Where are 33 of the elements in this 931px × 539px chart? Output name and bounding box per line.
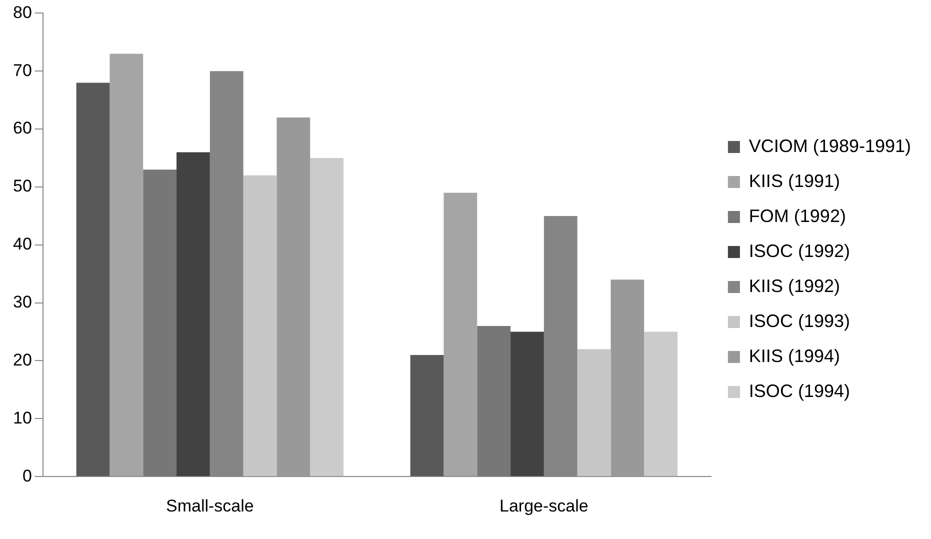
bar [410, 354, 444, 476]
bar [276, 117, 310, 476]
bar [143, 170, 177, 476]
legend-label: KIIS (1991) [748, 170, 840, 191]
bar [444, 192, 478, 476]
legend-label: ISOC (1994) [748, 380, 850, 401]
bar [310, 158, 344, 476]
legend-label: KIIS (1994) [748, 346, 840, 366]
x-tick-label: Large-scale [500, 496, 588, 516]
legend-label: VCIOM (1989-1991) [748, 136, 912, 156]
y-tick-label: 10 [12, 408, 32, 428]
bar [110, 54, 144, 476]
y-tick-label: 50 [12, 176, 32, 196]
bar [510, 332, 544, 476]
bar [243, 175, 277, 476]
y-tick-label: 80 [12, 2, 32, 22]
bar [477, 326, 511, 476]
y-tick-label: 60 [12, 118, 32, 138]
legend-label: KIIS (1992) [748, 276, 840, 296]
bar [610, 280, 644, 476]
legend-label: FOM (1992) [748, 206, 846, 226]
bar [76, 82, 110, 476]
bar [176, 152, 210, 476]
bar [577, 349, 611, 476]
y-tick-label: 0 [22, 466, 32, 486]
y-tick-label: 40 [12, 234, 32, 254]
legend-label: ISOC (1993) [748, 310, 850, 331]
bar [644, 332, 678, 476]
y-tick-label: 30 [12, 292, 32, 312]
y-tick-label: 70 [12, 60, 32, 80]
legend-label: ISOC (1992) [748, 240, 850, 261]
x-tick-label: Small-scale [166, 496, 254, 516]
y-tick-label: 20 [12, 350, 32, 370]
